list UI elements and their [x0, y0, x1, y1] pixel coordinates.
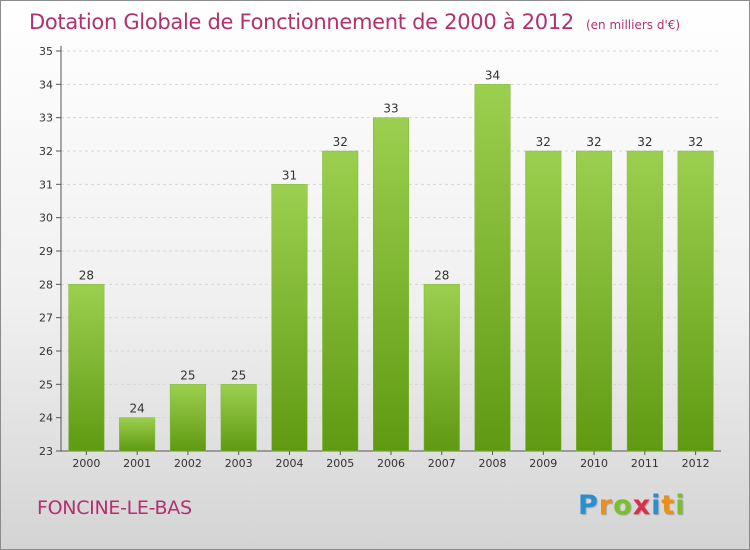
chart-title: Dotation Globale de Fonctionnement de 20… — [29, 10, 680, 34]
logo-letter: i — [651, 490, 662, 521]
y-tick-label: 32 — [39, 145, 53, 158]
y-tick-label: 30 — [39, 212, 53, 225]
x-tick-label-2007: 2007 — [428, 457, 456, 470]
logo-letter: t — [661, 490, 676, 521]
y-tick-label: 27 — [39, 312, 53, 325]
x-tick-label-2012: 2012 — [682, 457, 710, 470]
bar-2012 — [677, 150, 714, 452]
logo-letter: P — [578, 490, 599, 521]
data-label-2003: 25 — [231, 368, 246, 382]
data-label-2008: 34 — [485, 68, 500, 82]
x-tick-label-2005: 2005 — [326, 457, 354, 470]
x-tick-label-2004: 2004 — [275, 457, 303, 470]
logo-letter: r — [598, 490, 614, 521]
y-tick-label: 24 — [39, 412, 53, 425]
x-tick-label-2000: 2000 — [72, 457, 100, 470]
bar-2006 — [372, 117, 410, 452]
bar-2005 — [322, 150, 359, 452]
y-tick-label: 33 — [39, 112, 53, 125]
x-tick-label-2010: 2010 — [580, 457, 608, 470]
bar-2000 — [68, 284, 105, 452]
commune-name: FONCINE-LE-BAS — [37, 497, 192, 519]
y-tick-label: 29 — [39, 245, 53, 258]
data-label-2006: 33 — [383, 102, 398, 116]
y-tick-label: 34 — [39, 78, 53, 91]
data-label-2000: 28 — [79, 268, 94, 282]
data-label-2011: 32 — [637, 135, 652, 149]
y-tick-label: 28 — [39, 278, 53, 291]
y-tick-label: 31 — [39, 178, 53, 191]
data-label-2001: 24 — [130, 402, 145, 416]
logo-letter: o — [613, 490, 633, 521]
logo-letter: i — [675, 490, 686, 521]
x-tick-label-2008: 2008 — [479, 457, 507, 470]
bar-2001 — [119, 417, 156, 452]
data-label-2005: 32 — [333, 135, 348, 149]
bar-2009 — [525, 150, 562, 452]
data-labels: 28 24 25 25 31 32 33 28 34 32 32 32 32 — [79, 68, 704, 415]
x-tick-label-2006: 2006 — [377, 457, 405, 470]
data-label-2007: 28 — [434, 268, 449, 282]
chart-title-text: Dotation Globale de Fonctionnement de 20… — [29, 10, 574, 34]
bar-2007 — [423, 284, 460, 452]
data-label-2012: 32 — [688, 135, 703, 149]
logo-letter: x — [632, 490, 652, 521]
proxiti-logo: Proxiti — [578, 490, 686, 521]
y-tick-label: 25 — [39, 378, 53, 391]
bar-2002 — [169, 384, 206, 452]
x-tick-label-2001: 2001 — [123, 457, 151, 470]
bar-2003 — [220, 384, 257, 452]
data-label-2002: 25 — [180, 368, 195, 382]
y-tick-label: 26 — [39, 345, 53, 358]
data-label-2010: 32 — [586, 135, 601, 149]
x-tick-label-2009: 2009 — [529, 457, 557, 470]
bar-2008 — [474, 84, 511, 452]
bar-2011 — [626, 150, 663, 452]
data-label-2004: 31 — [282, 168, 297, 182]
y-tick-label: 35 — [39, 45, 53, 58]
x-tick-label-2002: 2002 — [174, 457, 202, 470]
chart-unit: (en milliers d'€) — [585, 18, 681, 32]
bar-2010 — [576, 150, 613, 452]
bars — [68, 84, 714, 452]
data-label-2009: 32 — [536, 135, 551, 149]
x-tick-label-2003: 2003 — [225, 457, 253, 470]
x-tick-label-2011: 2011 — [631, 457, 659, 470]
bar-2004 — [271, 184, 308, 452]
y-tick-label: 23 — [39, 445, 53, 458]
